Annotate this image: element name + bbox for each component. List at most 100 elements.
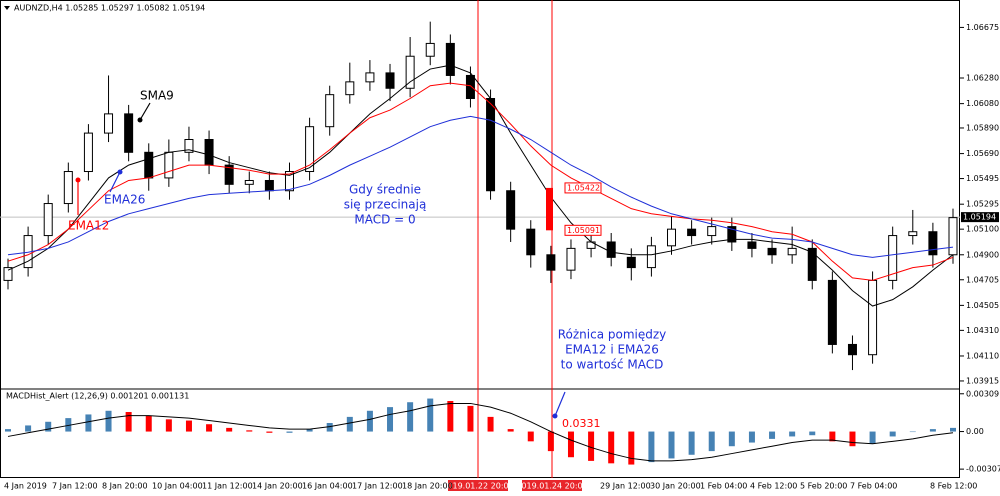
x-tick-label: 4 Jan 2019: [4, 482, 47, 491]
level-label: 1.05422: [567, 183, 600, 192]
candle-body: [546, 254, 556, 271]
candle-body: [124, 113, 134, 153]
candle-body: [385, 72, 395, 89]
candle-body: [767, 247, 777, 256]
arrow-head: [75, 177, 81, 183]
x-tick-label: 18 Jan 20:00: [402, 482, 453, 491]
histogram-bar: [507, 429, 514, 432]
candle-body: [667, 228, 677, 247]
histogram-bar: [769, 431, 776, 439]
x-tick-label: 14 Jan 20:00: [252, 482, 303, 491]
histogram-bar: [487, 416, 494, 432]
histogram-bar: [246, 430, 253, 432]
y-tick-label: 1.05690: [966, 149, 999, 158]
y-tick-label: 1.05295: [966, 200, 999, 209]
note-arrow: [554, 391, 566, 417]
marker-time-box: [522, 480, 582, 491]
candle-body: [687, 228, 697, 237]
histogram-bar: [105, 410, 112, 432]
candle-body: [244, 179, 254, 185]
histogram-bar: [306, 429, 313, 432]
x-tick-label: 29 Jan 12:00: [600, 482, 651, 491]
candle-body: [928, 231, 938, 256]
histogram-bar: [950, 427, 956, 432]
candle-body: [787, 247, 797, 256]
candle-body: [486, 98, 496, 192]
histogram-bar: [748, 431, 755, 443]
chart-title: AUDNZD,H4 1.05285 1.05297 1.05082 1.0519…: [14, 4, 205, 13]
candle-body: [365, 72, 375, 83]
series-label: SMA9: [140, 89, 174, 103]
note: się przecinają: [344, 198, 427, 212]
candle-body: [646, 245, 656, 269]
marker-time: 2019.01.22 20:00: [442, 482, 513, 491]
arrow-head: [137, 117, 143, 123]
candle-body: [506, 190, 516, 230]
histogram-bar: [909, 431, 916, 433]
x-tick-label: 5 Feb 20:00: [800, 482, 847, 491]
y-tick-label: 1.04110: [966, 351, 999, 360]
ma-line: [7, 115, 954, 258]
candle-body: [747, 241, 757, 249]
note: Gdy średnie: [349, 183, 421, 197]
y-tick-label: 0.00: [966, 427, 984, 436]
histogram-bar: [346, 416, 353, 432]
histogram-bar: [45, 421, 52, 432]
marker-time: 2019.01.24 20:00: [516, 482, 587, 491]
candle-body: [707, 226, 717, 237]
candle-body: [425, 42, 435, 57]
level-label: 1.05091: [567, 226, 600, 235]
histogram-bar: [407, 402, 414, 432]
macd-annotation: 0.0331: [562, 417, 601, 430]
candle-body: [807, 247, 817, 281]
histogram-bar: [567, 431, 574, 458]
candle-body: [104, 113, 114, 134]
histogram-bar: [286, 431, 293, 433]
series-label: EMA26: [104, 193, 145, 207]
y-tick-label: -0.003074: [966, 465, 1000, 474]
candle-body: [445, 42, 455, 76]
x-tick-label: 4 Feb 12:00: [750, 482, 797, 491]
histogram-bar: [467, 405, 474, 432]
y-tick-label: 1.05890: [966, 123, 999, 132]
arrow-head: [117, 169, 123, 175]
indicator-title: MACDHist_Alert (12,26,9) 0.001201 0.0011…: [6, 392, 189, 401]
candle-body: [325, 94, 335, 128]
candle-body: [184, 138, 194, 153]
histogram-bar: [165, 419, 172, 432]
y-tick-label: 1.05100: [966, 225, 999, 234]
histogram-bar: [366, 410, 373, 432]
x-tick-label: 16 Jan 04:00: [302, 482, 353, 491]
candle-body: [204, 138, 214, 166]
candle-body: [305, 126, 315, 173]
candle-body: [284, 171, 294, 192]
y-tick-label: 1.06675: [966, 23, 999, 32]
candle-body: [3, 267, 13, 281]
arrow: [109, 171, 121, 193]
x-tick-label: 8 Jan 20:00: [102, 482, 148, 491]
histogram-bar: [608, 431, 615, 464]
candle-body: [465, 74, 475, 100]
histogram-bar: [25, 425, 32, 432]
series-label: EMA12: [68, 219, 109, 233]
histogram-bar: [527, 431, 534, 442]
candle-body: [345, 81, 355, 96]
menu-icon[interactable]: [4, 6, 10, 10]
histogram-bar: [266, 431, 273, 433]
candle-body: [405, 55, 415, 89]
candle-body: [606, 241, 616, 258]
y-tick-label: 0.003091: [966, 389, 1000, 398]
y-tick-label: 1.04310: [966, 326, 999, 335]
histogram-bar: [668, 431, 675, 459]
candle-body: [948, 217, 958, 256]
histogram-bar: [789, 431, 796, 437]
histogram-bar: [427, 398, 434, 432]
x-tick-label: 10 Jan 04:00: [152, 482, 203, 491]
candle-body: [868, 279, 878, 356]
x-tick-label: 7 Jan 12:00: [52, 482, 98, 491]
histogram-bar: [447, 401, 454, 432]
y-tick-label: 1.06080: [966, 99, 999, 108]
y-tick-label: 1.04900: [966, 250, 999, 259]
current-price-box: [961, 212, 999, 223]
